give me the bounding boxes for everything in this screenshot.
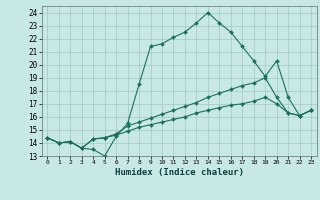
X-axis label: Humidex (Indice chaleur): Humidex (Indice chaleur): [115, 168, 244, 177]
